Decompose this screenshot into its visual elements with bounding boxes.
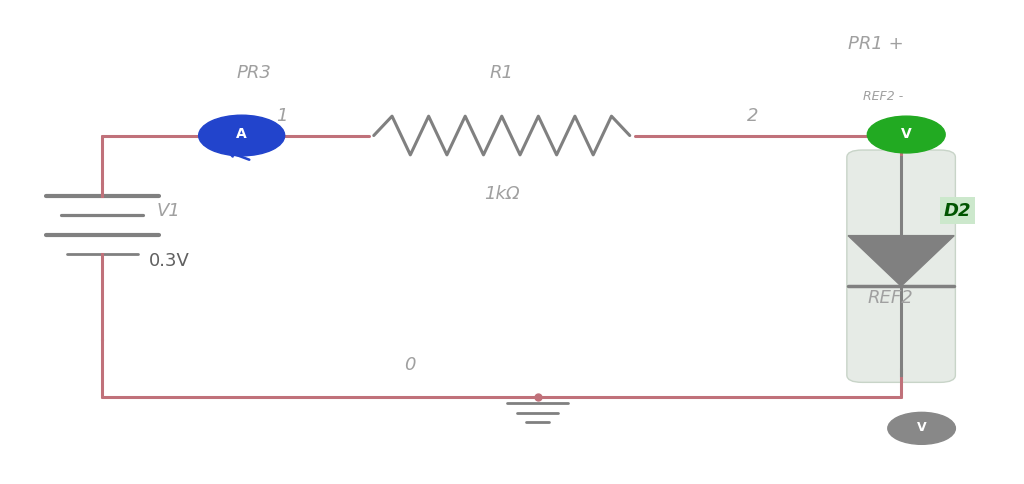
Text: 1kΩ: 1kΩ [484, 184, 519, 203]
Text: 0.3V: 0.3V [148, 252, 189, 271]
Text: REF2: REF2 [868, 288, 913, 307]
Text: V1: V1 [157, 201, 181, 220]
Circle shape [888, 412, 955, 444]
FancyBboxPatch shape [847, 150, 955, 382]
Text: 2: 2 [746, 107, 759, 125]
Text: V: V [916, 421, 927, 434]
Polygon shape [848, 236, 954, 286]
Circle shape [867, 116, 945, 153]
Text: PR3: PR3 [237, 63, 271, 82]
Text: 0: 0 [403, 356, 416, 375]
Text: R1: R1 [489, 63, 514, 82]
Text: REF2 -: REF2 - [862, 91, 903, 103]
Text: V: V [901, 127, 911, 140]
Text: D2: D2 [944, 201, 971, 220]
Text: PR1 +: PR1 + [848, 34, 903, 53]
Text: 1: 1 [275, 107, 288, 125]
Circle shape [199, 115, 285, 156]
Text: A: A [237, 127, 247, 141]
